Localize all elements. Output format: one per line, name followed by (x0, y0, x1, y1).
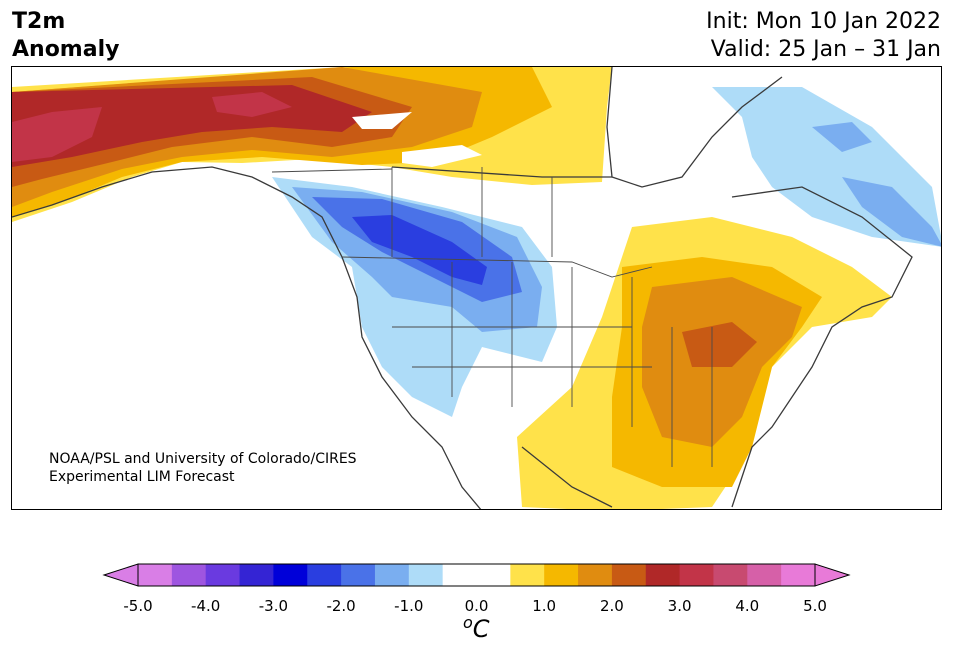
alaska-warm-6 (12, 92, 292, 162)
colorbar-cell (205, 564, 241, 586)
map-panel (11, 66, 942, 510)
colorbar-tick-label: 3.0 (667, 597, 692, 615)
credit-line-2: Experimental LIM Forecast (49, 469, 235, 485)
political-borders (271, 167, 713, 467)
credit-text: NOAA/PSL and University of Colorado/CIRE… (49, 450, 357, 486)
colorbar-cell (138, 564, 173, 586)
colorbar-cell (408, 564, 444, 586)
colorbar-cell (679, 564, 714, 586)
colorbar-over-arrow (814, 563, 851, 587)
colorbar-tick-label: 4.0 (735, 597, 760, 615)
hudson-bay-white (352, 112, 482, 167)
colorbar-tick-label: -4.0 (191, 597, 221, 615)
colorbar-cell (239, 564, 274, 586)
colorbar-cell (510, 564, 545, 586)
forecast-period: Init: Mon 10 Jan 2022 Valid: 25 Jan – 31… (706, 8, 941, 64)
title-line-1: T2m (12, 9, 66, 34)
east-warm-4 (682, 322, 757, 367)
colorbar-cell (273, 564, 308, 586)
colorbar-tick-label: 2.0 (599, 597, 624, 615)
colorbar-cell (442, 564, 477, 586)
map-title: T2m Anomaly (12, 8, 119, 64)
colorbar-cell (713, 564, 748, 586)
colorbar-tick-label: -1.0 (394, 597, 424, 615)
colorbar-tick-label: -5.0 (123, 597, 153, 615)
colorbar-cell (544, 564, 579, 586)
units-label: oC (463, 613, 490, 643)
colorbar-cell (611, 564, 647, 586)
credit-line-1: NOAA/PSL and University of Colorado/CIRE… (49, 451, 357, 467)
colorbar-tick-label: 1.0 (532, 597, 557, 615)
title-line-2: Anomaly (12, 37, 120, 62)
colorbar-tick-label: -3.0 (258, 597, 289, 615)
units-base: C (472, 615, 490, 643)
coastlines (12, 67, 913, 509)
colorbar-cell (645, 564, 681, 586)
colorbar-tick-label: -2.0 (326, 597, 356, 615)
colorbar-cell (341, 564, 376, 586)
colorbar-tick-label: 0.0 (464, 597, 489, 615)
valid-date: Valid: 25 Jan – 31 Jan (710, 37, 941, 62)
colorbar-cell (374, 564, 410, 586)
colorbar-cell (781, 564, 816, 586)
anomaly-map (12, 67, 941, 509)
colorbar-tick-label: 5.0 (803, 597, 827, 615)
colorbar-under-arrow (102, 563, 139, 587)
west-cold-4 (352, 215, 487, 285)
colorbar-cell (578, 564, 613, 586)
colorbar-cell (307, 564, 342, 586)
units-degree: o (463, 613, 473, 632)
init-date: Init: Mon 10 Jan 2022 (706, 9, 941, 34)
colorbar-cell (476, 564, 511, 586)
colorbar-cells (138, 564, 816, 586)
colorbar-outline (137, 563, 816, 587)
labrador-cold-2 (812, 122, 941, 247)
colorbar-cell (747, 564, 782, 586)
colorbar-cell (171, 564, 207, 586)
